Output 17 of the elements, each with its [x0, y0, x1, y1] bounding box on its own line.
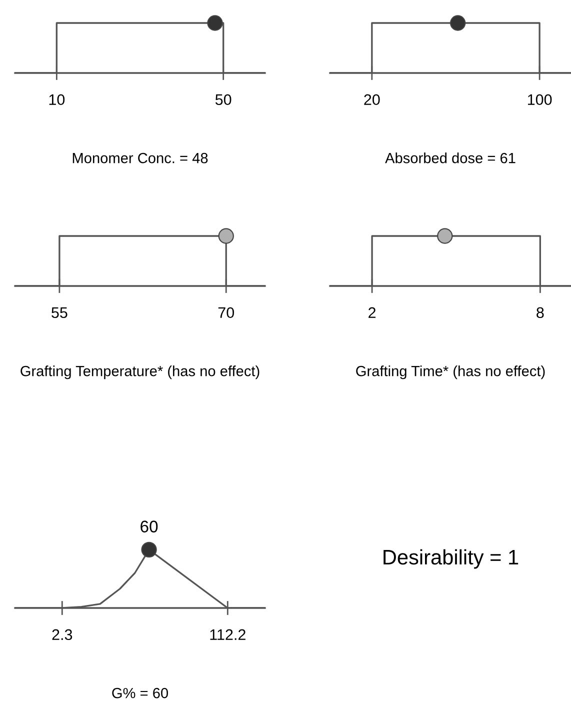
x-tick-label: 2.3	[52, 629, 72, 640]
x-axis-title: Monomer Conc. = 48	[72, 152, 208, 164]
x-tick-label: 100	[528, 94, 552, 106]
x-tick-label: 2	[368, 307, 376, 318]
x-tick-label: 55	[52, 307, 68, 318]
x-axis-title: Grafting Time* (has no effect)	[356, 366, 545, 380]
x-axis-title: Absorbed dose = 61	[385, 152, 516, 164]
x-axis-title: G% = 60	[112, 688, 168, 698]
annotation: 60	[140, 520, 158, 532]
x-tick-label: 70	[218, 307, 234, 318]
x-tick-label: 8	[536, 307, 544, 318]
x-tick-label: 20	[364, 94, 380, 106]
x-tick-label: 10	[49, 94, 65, 106]
x-axis-title: Grafting Temperature* (has no effect)	[20, 366, 260, 380]
text: Desirability = 1	[384, 549, 518, 569]
x-tick-label: 50	[215, 94, 232, 106]
x-tick-label: 112.2	[210, 629, 246, 640]
